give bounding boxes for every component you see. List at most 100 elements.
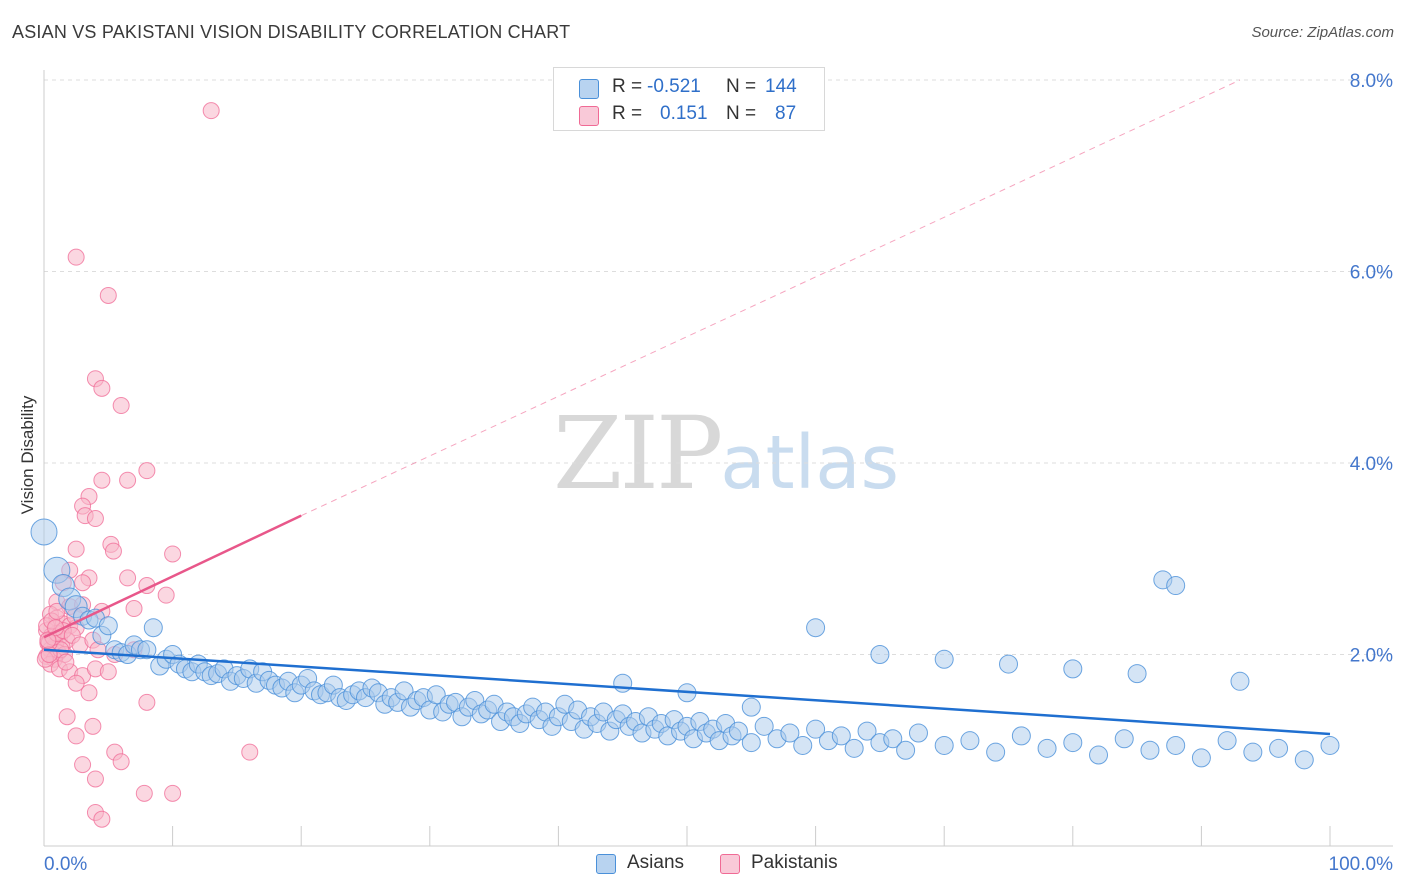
pakistani-point xyxy=(67,727,85,745)
y-tick-label: 4.0% xyxy=(1350,454,1393,475)
legend-n-value: 87 xyxy=(775,103,797,124)
pakistani-point xyxy=(57,653,75,671)
legend-r-label: R = xyxy=(612,103,643,124)
pakistani-point xyxy=(48,602,66,620)
x-tick-label: 0.0% xyxy=(44,854,87,875)
chart-title: ASIAN VS PAKISTANI VISION DISABILITY COR… xyxy=(12,22,571,42)
asian-points xyxy=(30,518,1340,770)
pakistani-point xyxy=(93,471,111,489)
asian-point xyxy=(806,719,826,739)
asian-point xyxy=(1320,735,1340,755)
asian-point xyxy=(1243,742,1263,762)
pakistani-point xyxy=(119,471,137,489)
asian-point xyxy=(741,697,761,717)
asian-point xyxy=(870,645,890,664)
asian-point xyxy=(741,733,761,753)
pakistani-point xyxy=(125,600,143,618)
pakistani-point xyxy=(74,756,92,774)
asian-point xyxy=(1063,733,1083,753)
asian-point xyxy=(896,740,916,760)
bottom-legend-label-asians: Asians xyxy=(627,852,685,873)
x-tick-label: 100.0% xyxy=(1329,854,1394,875)
correlation-legend: R = -0.521 N = 144 R = 0.151 N = 87 xyxy=(553,67,825,131)
asian-point xyxy=(857,721,877,741)
asian-point xyxy=(1114,729,1134,749)
legend-r-label: R = xyxy=(612,76,643,97)
asian-point xyxy=(934,649,954,669)
pakistani-point xyxy=(99,663,117,681)
asian-point xyxy=(1217,731,1237,751)
asian-point xyxy=(1127,664,1147,684)
asian-point xyxy=(908,723,928,743)
asian-point xyxy=(728,721,748,741)
asian-trend-line xyxy=(43,648,1331,736)
pakistani-point xyxy=(104,542,122,560)
grid xyxy=(44,79,1393,655)
asian-point xyxy=(1063,659,1083,679)
legend-n-label: N = xyxy=(726,76,757,97)
asian-point xyxy=(844,738,864,758)
asian-point xyxy=(98,616,118,636)
pakistani-point xyxy=(157,586,175,604)
bottom-legend-label-pakistanis: Pakistanis xyxy=(751,852,838,873)
legend-swatch-asians xyxy=(579,79,599,99)
asian-point xyxy=(806,618,826,638)
axes xyxy=(43,70,1393,847)
source-label: Source: ZipAtlas.com xyxy=(1251,24,1394,41)
pakistani-point xyxy=(67,674,85,692)
pakistani-point xyxy=(119,569,137,587)
asian-point xyxy=(960,731,980,751)
legend-n-label: N = xyxy=(726,103,757,124)
asian-point xyxy=(793,735,813,755)
legend-swatch-pakistanis xyxy=(579,106,599,126)
bottom-legend-swatch-pakistanis xyxy=(720,854,740,874)
pakistani-point xyxy=(86,510,104,528)
pakistani-point xyxy=(86,770,104,788)
pakistani-point xyxy=(202,102,220,120)
asian-point xyxy=(137,640,157,660)
pakistani-point xyxy=(58,708,76,726)
y-tick-label: 8.0% xyxy=(1350,71,1393,92)
pakistani-point xyxy=(241,743,259,761)
pakistani-point xyxy=(74,574,92,592)
asian-point xyxy=(1166,735,1186,755)
pakistani-points xyxy=(36,102,259,828)
pakistani-trend-line xyxy=(43,514,302,639)
legend-n-value: 144 xyxy=(765,76,797,97)
pakistani-point xyxy=(84,717,102,735)
legend-row-pakistanis: R = 0.151 N = 87 xyxy=(554,101,824,129)
asian-point xyxy=(1230,671,1250,691)
asian-point xyxy=(426,685,446,705)
trend-lines xyxy=(43,514,1331,736)
pakistani-point xyxy=(93,379,111,397)
y-tick-label: 6.0% xyxy=(1350,263,1393,284)
pakistani-point xyxy=(135,784,153,802)
tick-labels: 2.0% 4.0% 6.0% 8.0% 0.0% 100.0% xyxy=(44,71,1393,875)
pakistani-point xyxy=(164,545,182,563)
asian-point xyxy=(613,673,633,693)
trend-extension xyxy=(300,79,1241,517)
asian-point xyxy=(934,735,954,755)
asian-point xyxy=(1269,738,1289,758)
bottom-legend-swatch-asians xyxy=(596,854,616,874)
pakistani-point xyxy=(67,248,85,266)
asian-point xyxy=(1140,740,1160,760)
asian-point xyxy=(1089,745,1109,765)
asian-point xyxy=(143,618,163,638)
asian-point xyxy=(394,681,414,701)
asian-point xyxy=(780,723,800,743)
watermark-zip: ZIP xyxy=(553,395,723,512)
pakistani-point xyxy=(112,397,130,415)
legend-r-value: -0.521 xyxy=(647,76,701,97)
asian-point xyxy=(883,729,903,749)
asian-point xyxy=(831,726,851,746)
pakistani-point xyxy=(99,286,117,304)
pakistani-point xyxy=(138,462,156,480)
pakistani-trend-extension xyxy=(300,79,1241,517)
pakistani-point xyxy=(138,693,156,711)
pakistani-point xyxy=(112,753,130,771)
asian-point xyxy=(1166,576,1186,596)
pakistani-point xyxy=(67,540,85,558)
asian-point xyxy=(986,742,1006,762)
